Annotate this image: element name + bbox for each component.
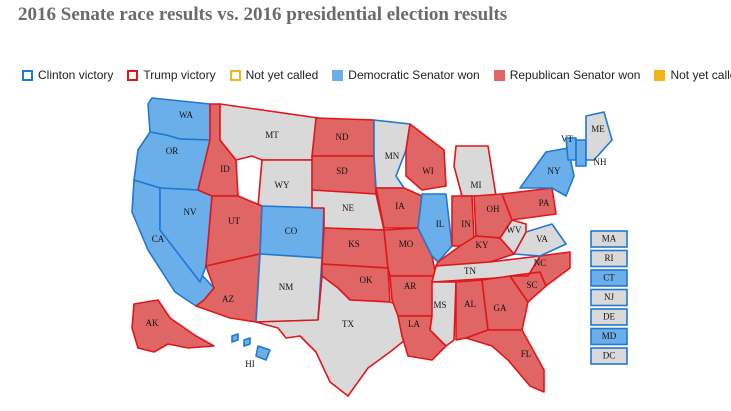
state-label-wy: WY bbox=[275, 180, 290, 190]
legend-item-president-not-called: Not yet called bbox=[229, 68, 319, 82]
legend-item-republican-senator: Republican Senator won bbox=[493, 68, 641, 82]
state-fl bbox=[465, 329, 545, 393]
state-label-oh: OH bbox=[487, 204, 500, 214]
state-label-ak: AK bbox=[146, 318, 159, 328]
state-label-hi: HI bbox=[245, 359, 255, 369]
state-label-az: AZ bbox=[222, 294, 234, 304]
state-tx bbox=[255, 275, 411, 397]
legend-swatch bbox=[493, 69, 505, 81]
small-state-label-dc: DC bbox=[603, 351, 616, 361]
page-title: 2016 Senate race results vs. 2016 presid… bbox=[18, 4, 508, 25]
state-label-ia: IA bbox=[395, 201, 405, 211]
state-label-id: ID bbox=[220, 164, 230, 174]
small-state-box-ri bbox=[590, 249, 628, 268]
legend-label: Not yet called bbox=[245, 68, 319, 82]
small-state-box-md bbox=[590, 327, 628, 346]
state-wi bbox=[405, 123, 447, 191]
legend-swatch bbox=[654, 69, 666, 81]
state-label-mo: MO bbox=[399, 239, 414, 249]
small-state-label-ma: MA bbox=[602, 234, 617, 244]
state-label-ar: AR bbox=[404, 281, 417, 291]
legend-item-clinton-victory: Clinton victory bbox=[22, 68, 113, 82]
state-me bbox=[585, 111, 613, 161]
small-state-label-ri: RI bbox=[605, 253, 614, 263]
legend-label: Not yet called bbox=[670, 68, 731, 82]
state-label-nv: NV bbox=[184, 207, 197, 217]
legend-label: Trump victory bbox=[143, 68, 216, 82]
state-label-nm: NM bbox=[279, 282, 294, 292]
state-label-ca: CA bbox=[152, 234, 165, 244]
state-label-me: ME bbox=[591, 124, 605, 134]
legend-swatch bbox=[22, 69, 33, 81]
small-state-box-ma bbox=[590, 230, 628, 248]
state-label-ok: OK bbox=[360, 275, 373, 285]
small-state-label-de: DE bbox=[603, 312, 615, 322]
state-label-wv: WV bbox=[507, 225, 522, 235]
small-state-box-de bbox=[590, 308, 628, 326]
small-state-label-md: MD bbox=[602, 331, 617, 341]
state-label-ga: GA bbox=[494, 303, 507, 313]
state-label-pa: PA bbox=[539, 198, 550, 208]
state-label-tx: TX bbox=[342, 319, 354, 329]
legend-item-senate-not-called: Not yet called bbox=[654, 68, 731, 82]
state-label-wa: WA bbox=[179, 110, 193, 120]
state-pa bbox=[501, 187, 557, 221]
state-label-ut: UT bbox=[228, 216, 240, 226]
state-label-sd: SD bbox=[336, 166, 348, 176]
state-label-la: LA bbox=[408, 319, 420, 329]
state-label-ne: NE bbox=[342, 203, 354, 213]
state-nc bbox=[509, 251, 571, 287]
state-label-il: IL bbox=[436, 219, 445, 229]
state-label-ms: MS bbox=[433, 300, 446, 310]
state-label-ks: KS bbox=[348, 239, 360, 249]
state-label-fl: FL bbox=[521, 349, 532, 359]
legend-label: Republican Senator won bbox=[509, 68, 641, 82]
state-label-mn: MN bbox=[385, 151, 400, 161]
state-label-mi: MI bbox=[471, 180, 482, 190]
legend-swatch bbox=[229, 69, 241, 81]
state-label-nh: NH bbox=[594, 157, 607, 167]
state-label-mt: MT bbox=[265, 130, 279, 140]
legend: Clinton victory Trump victory Not yet ca… bbox=[22, 66, 731, 84]
state-ga bbox=[481, 275, 529, 331]
state-label-wi: WI bbox=[422, 166, 434, 176]
state-label-or: OR bbox=[166, 146, 179, 156]
legend-label: Democratic Senator won bbox=[348, 68, 480, 82]
state-label-vt: VT bbox=[561, 134, 573, 144]
state-ak bbox=[131, 299, 215, 353]
legend-swatch bbox=[127, 69, 139, 81]
small-state-box-dc bbox=[590, 347, 628, 365]
state-label-sc: SC bbox=[526, 280, 537, 290]
state-label-ky: KY bbox=[476, 240, 489, 250]
state-or bbox=[133, 131, 211, 191]
state-label-co: CO bbox=[285, 226, 298, 236]
state-label-va: VA bbox=[536, 234, 548, 244]
legend-label: Clinton victory bbox=[38, 68, 114, 82]
state-label-ny: NY bbox=[548, 166, 561, 176]
state-label-nd: ND bbox=[336, 132, 349, 142]
state-label-nc: NC bbox=[534, 258, 547, 268]
state-hi-island-2 bbox=[243, 337, 251, 347]
legend-item-democratic-senator: Democratic Senator won bbox=[332, 68, 480, 82]
small-state-box-ct bbox=[590, 269, 628, 287]
state-hi-island-1 bbox=[231, 333, 239, 343]
state-label-al: AL bbox=[464, 299, 476, 309]
state-hi bbox=[255, 345, 271, 361]
state-nh bbox=[575, 139, 587, 167]
state-wv bbox=[499, 219, 527, 255]
state-label-tn: TN bbox=[464, 266, 476, 276]
small-state-box-nj bbox=[590, 288, 628, 307]
state-ny bbox=[519, 147, 575, 197]
small-state-label-nj: NJ bbox=[604, 292, 614, 302]
legend-swatch bbox=[332, 69, 344, 81]
small-state-label-ct: CT bbox=[603, 273, 615, 283]
legend-item-trump-victory: Trump victory bbox=[127, 68, 216, 82]
state-label-in: IN bbox=[461, 219, 471, 229]
